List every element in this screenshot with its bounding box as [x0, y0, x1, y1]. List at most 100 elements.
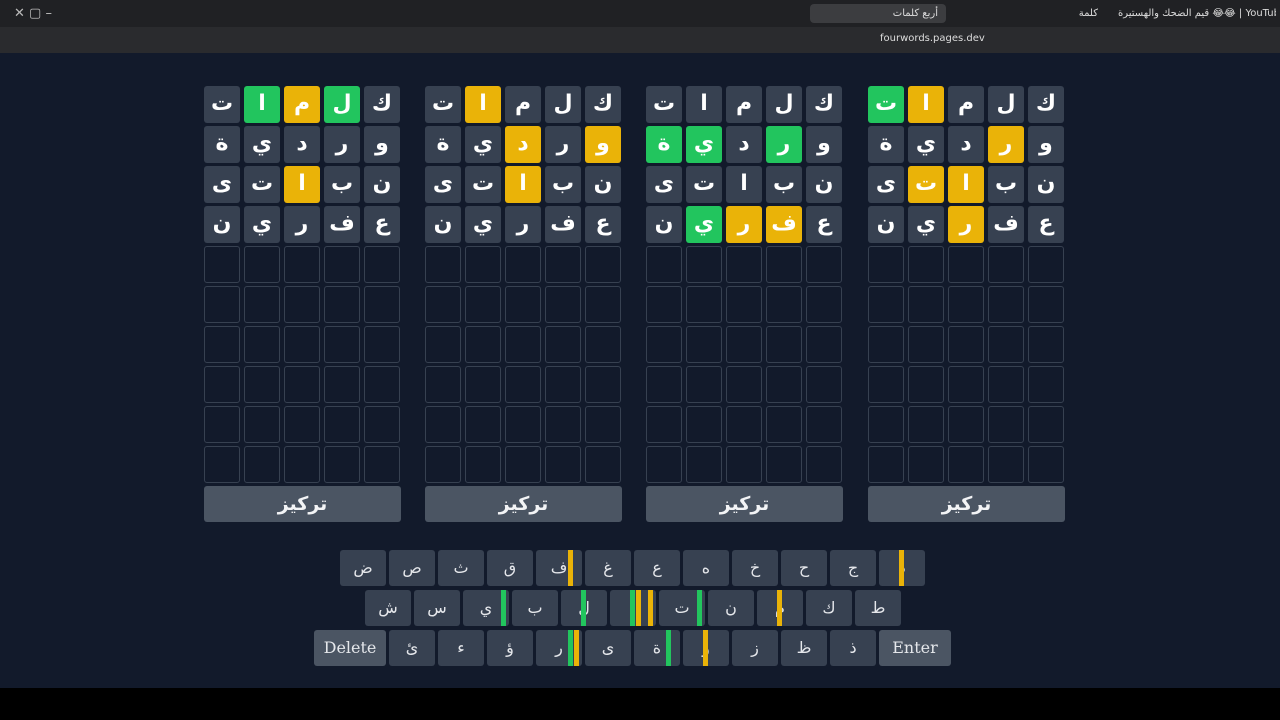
empty-tile [806, 286, 842, 323]
key[interactable]: ؤ [487, 630, 533, 666]
tile: ك [1028, 86, 1064, 123]
tile: م [948, 86, 984, 123]
tab-active[interactable]: أربع كلمات [810, 4, 946, 23]
key[interactable]: Delete [314, 630, 386, 666]
empty-tile [465, 286, 501, 323]
empty-tile [364, 246, 400, 283]
empty-tile [204, 406, 240, 443]
key[interactable]: ء [438, 630, 484, 666]
empty-tile [425, 406, 461, 443]
empty-tile [686, 446, 722, 483]
empty-tile [585, 446, 621, 483]
key[interactable]: ا [610, 590, 656, 626]
key[interactable]: Enter [879, 630, 951, 666]
tile: د [284, 126, 320, 163]
key[interactable]: ح [781, 550, 827, 586]
key[interactable]: ف [536, 550, 582, 586]
key[interactable]: ذ [830, 630, 876, 666]
key-hint [703, 630, 708, 666]
key[interactable]: ع [634, 550, 680, 586]
empty-tile [726, 326, 762, 363]
close-window[interactable]: ✕ ▢ – [14, 6, 52, 21]
empty-tile [766, 286, 802, 323]
key[interactable]: ى [585, 630, 631, 666]
empty-tile [505, 406, 541, 443]
key[interactable]: ئ [389, 630, 435, 666]
empty-tile [1028, 446, 1064, 483]
key[interactable]: ث [438, 550, 484, 586]
tile: ع [1028, 206, 1064, 243]
key[interactable]: ب [512, 590, 558, 626]
focus-button[interactable]: تركيز [204, 486, 401, 522]
empty-tile [948, 246, 984, 283]
tile: ن [425, 206, 461, 243]
tile: ي [244, 206, 280, 243]
key[interactable]: ط [855, 590, 901, 626]
key[interactable]: ش [365, 590, 411, 626]
key[interactable]: ت [659, 590, 705, 626]
key[interactable]: ص [389, 550, 435, 586]
empty-tile [364, 446, 400, 483]
tile: ر [948, 206, 984, 243]
tile: و [1028, 126, 1064, 163]
key[interactable]: ه [683, 550, 729, 586]
tile: ف [324, 206, 360, 243]
tile: ف [766, 206, 802, 243]
tile: ب [324, 166, 360, 203]
empty-tile [908, 446, 944, 483]
empty-tile [686, 286, 722, 323]
tile: ل [324, 86, 360, 123]
tile: و [806, 126, 842, 163]
key[interactable]: م [757, 590, 803, 626]
key[interactable]: س [414, 590, 460, 626]
key[interactable]: ض [340, 550, 386, 586]
key[interactable]: ل [561, 590, 607, 626]
empty-tile [766, 446, 802, 483]
empty-tile [868, 326, 904, 363]
key[interactable]: ر [536, 630, 582, 666]
key[interactable]: خ [732, 550, 778, 586]
empty-tile [425, 366, 461, 403]
empty-tile [425, 326, 461, 363]
key-hint [630, 590, 635, 626]
empty-tile [324, 286, 360, 323]
key[interactable]: و [683, 630, 729, 666]
key[interactable]: د [879, 550, 925, 586]
empty-tile [646, 286, 682, 323]
empty-tile [545, 246, 581, 283]
key[interactable]: ة [634, 630, 680, 666]
key[interactable]: ك [806, 590, 852, 626]
focus-button[interactable]: تركيز [646, 486, 843, 522]
key[interactable]: ج [830, 550, 876, 586]
tile: ن [1028, 166, 1064, 203]
tile: ي [465, 206, 501, 243]
empty-tile [505, 326, 541, 363]
empty-tile [204, 366, 240, 403]
empty-tile [868, 246, 904, 283]
tile: ر [324, 126, 360, 163]
url[interactable]: fourwords.pages.dev [880, 33, 985, 44]
empty-tile [726, 446, 762, 483]
empty-tile [204, 446, 240, 483]
key[interactable]: ق [487, 550, 533, 586]
tab[interactable]: قيم الضحك والهستيرة 😂😂 | YouTube [1118, 8, 1276, 19]
empty-tile [244, 406, 280, 443]
empty-tile [726, 366, 762, 403]
tab[interactable]: كلمة [1078, 8, 1098, 19]
focus-button[interactable]: تركيز [425, 486, 622, 522]
tile: ل [766, 86, 802, 123]
key[interactable]: ن [708, 590, 754, 626]
empty-tile [545, 446, 581, 483]
tile: ي [244, 126, 280, 163]
key[interactable]: ز [732, 630, 778, 666]
empty-tile [948, 406, 984, 443]
empty-tile [204, 326, 240, 363]
key[interactable]: ظ [781, 630, 827, 666]
key-hint [574, 630, 579, 666]
tile: ة [425, 126, 461, 163]
focus-button[interactable]: تركيز [868, 486, 1065, 522]
empty-tile [585, 366, 621, 403]
key[interactable]: غ [585, 550, 631, 586]
empty-tile [908, 326, 944, 363]
key[interactable]: ي [463, 590, 509, 626]
